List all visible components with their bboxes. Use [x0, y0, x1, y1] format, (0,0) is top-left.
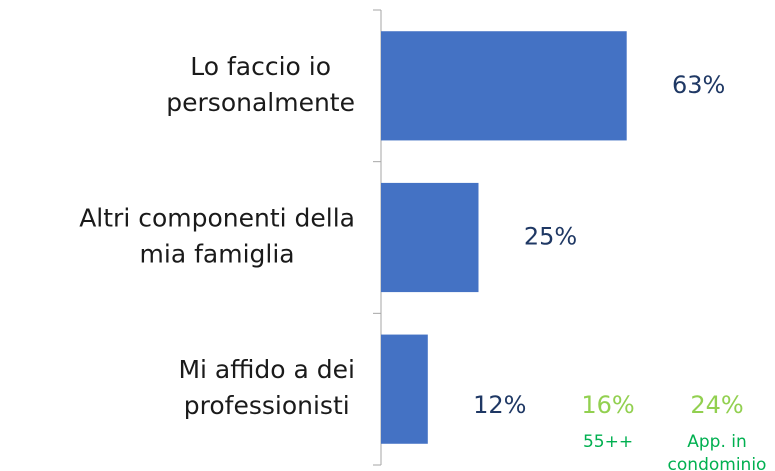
category-label: Altri componenti della — [79, 204, 355, 233]
category-label: professionisti — [184, 391, 350, 420]
annotation-note: condominio — [668, 455, 767, 471]
bar — [381, 182, 479, 293]
category-label: mia famiglia — [140, 240, 295, 269]
bar — [381, 31, 627, 141]
annotation-note: App. in — [687, 432, 747, 452]
annotation-value: 24% — [690, 391, 743, 419]
annotation-value: 16% — [581, 391, 634, 419]
value-label: 63% — [672, 71, 725, 99]
value-label: 25% — [524, 223, 577, 251]
category-label: personalmente — [166, 88, 355, 117]
value-label: 12% — [473, 391, 526, 419]
category-label: Lo faccio io — [190, 52, 331, 81]
annotation-note: 55++ — [583, 432, 633, 452]
category-label: Mi affido a dei — [178, 355, 355, 384]
bar — [381, 334, 428, 444]
